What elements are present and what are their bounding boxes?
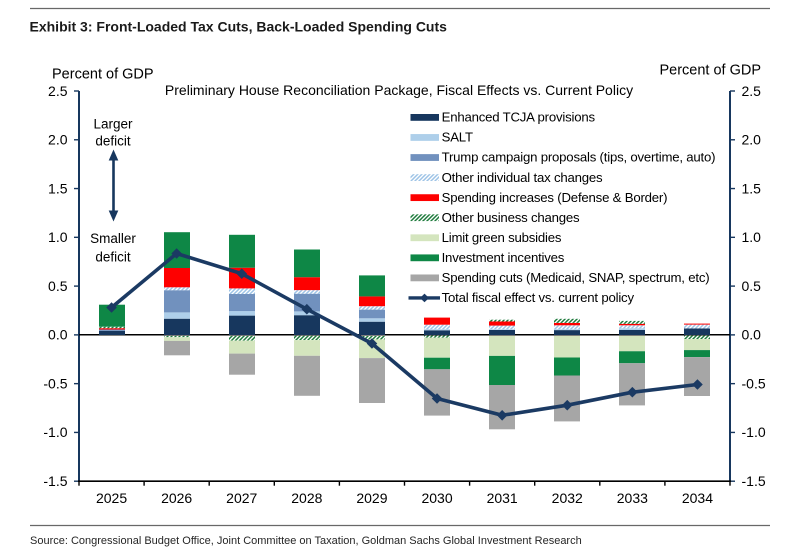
svg-text:1.0: 1.0 — [48, 229, 68, 245]
svg-text:Spending cuts (Medicaid, SNAP,: Spending cuts (Medicaid, SNAP, spectrum,… — [442, 270, 710, 285]
svg-text:0.0: 0.0 — [742, 327, 762, 343]
svg-text:2.0: 2.0 — [48, 132, 68, 148]
svg-text:0.0: 0.0 — [48, 327, 68, 343]
svg-text:1.5: 1.5 — [48, 180, 68, 196]
svg-text:2.0: 2.0 — [742, 132, 762, 148]
svg-text:Percent of GDP: Percent of GDP — [659, 63, 761, 79]
svg-text:1.5: 1.5 — [742, 180, 762, 196]
svg-text:2029: 2029 — [356, 490, 387, 506]
svg-text:2027: 2027 — [226, 490, 257, 506]
svg-text:-1.5: -1.5 — [742, 473, 766, 489]
svg-text:2.5: 2.5 — [742, 83, 762, 99]
svg-text:deficit: deficit — [95, 134, 131, 149]
svg-text:-0.5: -0.5 — [742, 375, 766, 391]
svg-text:-1.5: -1.5 — [43, 473, 67, 489]
svg-text:Exhibit 3: Front-Loaded Tax Cu: Exhibit 3: Front-Loaded Tax Cuts, Back-L… — [30, 19, 448, 35]
svg-text:2031: 2031 — [487, 490, 518, 506]
svg-text:-1.0: -1.0 — [43, 424, 67, 440]
svg-text:Other business changes: Other business changes — [442, 210, 580, 225]
svg-text:Other individual tax changes: Other individual tax changes — [442, 170, 603, 185]
svg-text:Smaller: Smaller — [90, 231, 136, 246]
svg-text:2030: 2030 — [421, 490, 452, 506]
svg-text:Investment incentives: Investment incentives — [442, 250, 565, 265]
svg-text:Enhanced TCJA provisions: Enhanced TCJA provisions — [442, 110, 596, 125]
svg-text:Percent of GDP: Percent of GDP — [52, 67, 154, 83]
svg-text:Spending increases (Defense &: Spending increases (Defense & Border) — [442, 190, 668, 205]
svg-text:Total fiscal effect vs. curren: Total fiscal effect vs. current policy — [442, 290, 635, 305]
svg-text:2033: 2033 — [617, 490, 648, 506]
svg-text:0.5: 0.5 — [742, 278, 762, 294]
svg-text:2026: 2026 — [161, 490, 192, 506]
svg-text:2034: 2034 — [682, 490, 713, 506]
svg-text:Limit green subsidies: Limit green subsidies — [442, 230, 562, 245]
svg-text:-0.5: -0.5 — [43, 375, 67, 391]
svg-text:deficit: deficit — [95, 249, 131, 264]
svg-text:0.5: 0.5 — [48, 278, 68, 294]
svg-text:2028: 2028 — [291, 490, 322, 506]
svg-text:2.5: 2.5 — [48, 83, 68, 99]
svg-text:Preliminary House Reconciliati: Preliminary House Reconciliation Package… — [165, 82, 633, 98]
svg-text:1.0: 1.0 — [742, 229, 762, 245]
svg-text:2025: 2025 — [96, 490, 127, 506]
svg-text:2032: 2032 — [552, 490, 583, 506]
svg-text:Source: Congressional Budget O: Source: Congressional Budget Office, Joi… — [30, 535, 582, 547]
svg-text:-1.0: -1.0 — [742, 424, 766, 440]
svg-text:SALT: SALT — [442, 130, 473, 145]
svg-text:Larger: Larger — [93, 117, 133, 132]
svg-text:Trump campaign proposals (tips: Trump campaign proposals (tips, overtime… — [442, 150, 716, 165]
